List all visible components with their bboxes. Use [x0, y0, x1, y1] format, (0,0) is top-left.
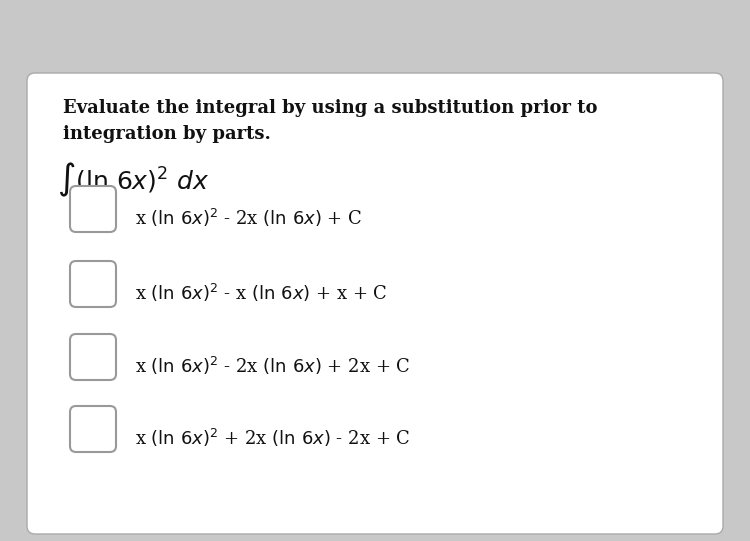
- Text: x $(\mathrm{ln}\ 6x)^2$ + 2x $(\mathrm{ln}\ 6x)$ - 2x + C: x $(\mathrm{ln}\ 6x)^2$ + 2x $(\mathrm{l…: [135, 427, 410, 449]
- Text: $\int(\mathrm{ln}\ 6x)^2\ dx$: $\int(\mathrm{ln}\ 6x)^2\ dx$: [57, 161, 209, 199]
- Text: Evaluate the integral by using a substitution prior to: Evaluate the integral by using a substit…: [63, 99, 598, 117]
- FancyBboxPatch shape: [27, 73, 723, 534]
- Text: x $(\mathrm{ln}\ 6x)^2$ - 2x $(\mathrm{ln}\ 6x)$ + C: x $(\mathrm{ln}\ 6x)^2$ - 2x $(\mathrm{l…: [135, 207, 362, 229]
- FancyBboxPatch shape: [70, 261, 116, 307]
- FancyBboxPatch shape: [70, 334, 116, 380]
- Text: x $(\mathrm{ln}\ 6x)^2$ - 2x $(\mathrm{ln}\ 6x)$ + 2x + C: x $(\mathrm{ln}\ 6x)^2$ - 2x $(\mathrm{l…: [135, 355, 410, 377]
- FancyBboxPatch shape: [70, 186, 116, 232]
- Text: x $(\mathrm{ln}\ 6x)^2$ - x $(\mathrm{ln}\ 6x)$ + x + C: x $(\mathrm{ln}\ 6x)^2$ - x $(\mathrm{ln…: [135, 282, 388, 304]
- FancyBboxPatch shape: [70, 406, 116, 452]
- Text: integration by parts.: integration by parts.: [63, 125, 271, 143]
